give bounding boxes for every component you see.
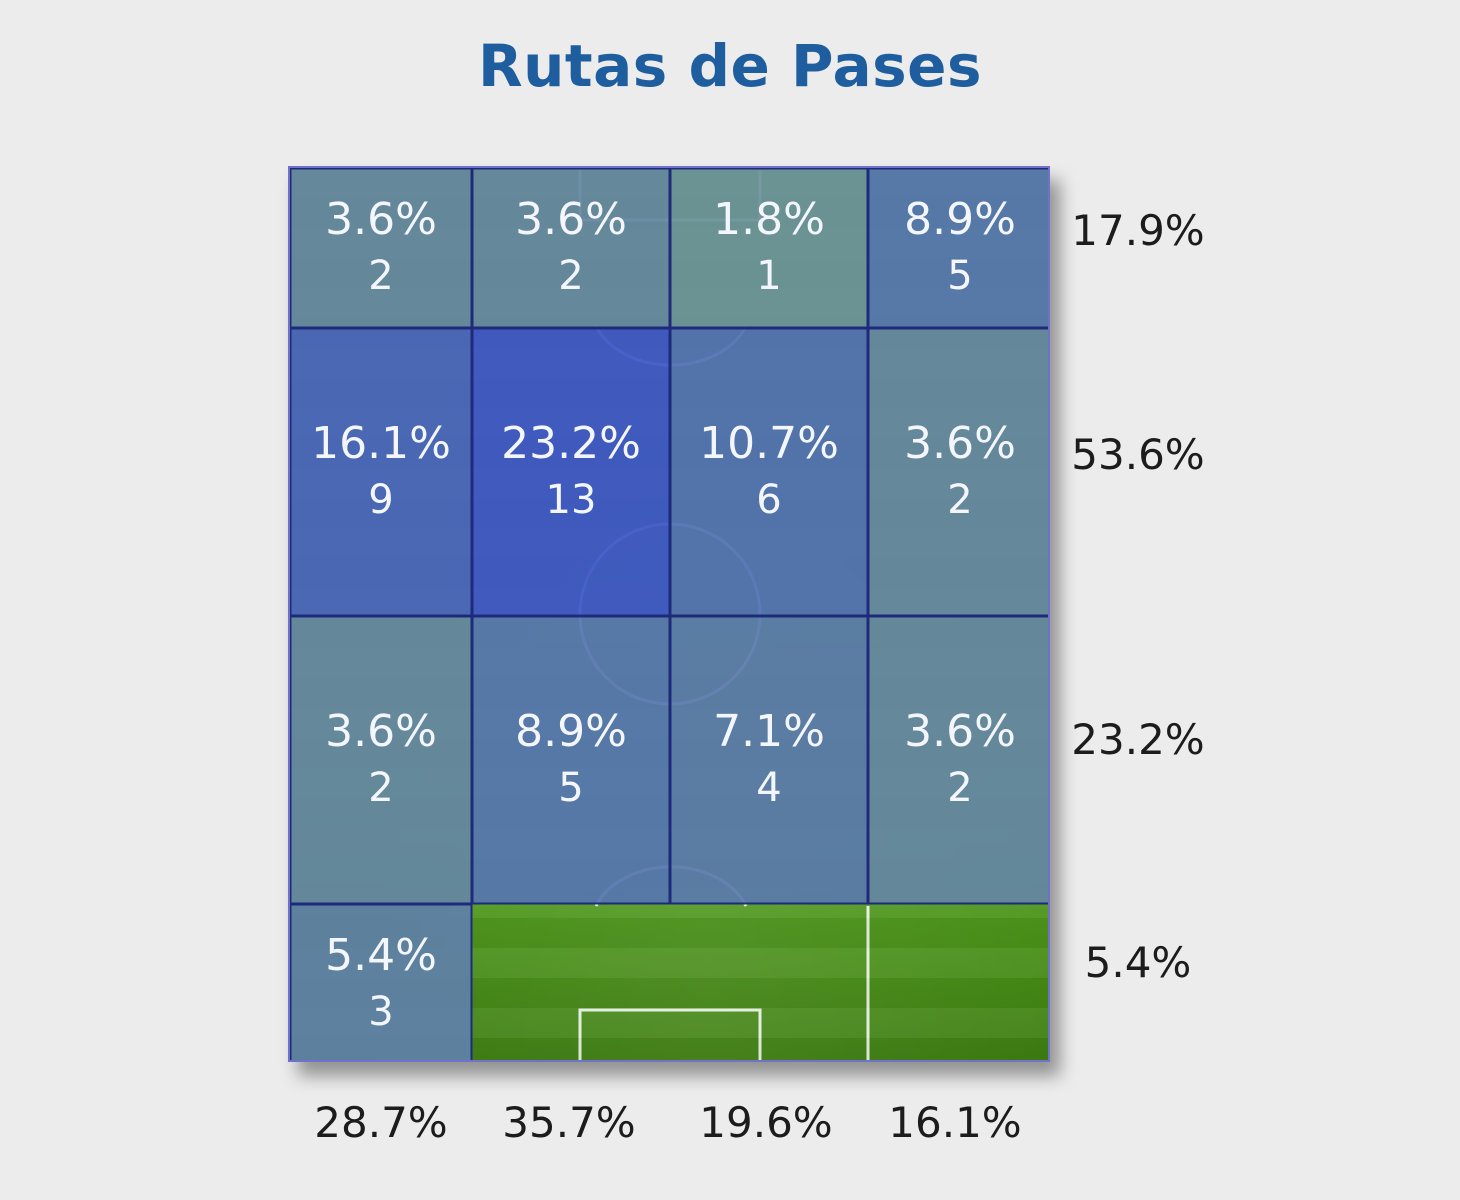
football-pitch: 3.6% 2 3.6% 2 1.8% 1 8.9% 5 16.1% 9 23.2% 13 10.7% 6 3… — [288, 166, 1050, 1062]
column-total-4: 16.1% — [888, 1098, 1022, 1147]
zone-count: 2 — [368, 253, 394, 299]
zone-r3-c1: 3.6% 2 — [290, 616, 472, 904]
zone-percent: 8.9% — [515, 706, 627, 757]
zone-r3-c4: 3.6% 2 — [868, 616, 1048, 904]
zone-r3-c2: 8.9% 5 — [472, 616, 670, 904]
zone-count: 13 — [545, 477, 597, 523]
row-total-1: 17.9% — [1071, 206, 1205, 255]
zone-count: 2 — [947, 477, 973, 523]
column-total-3: 19.6% — [699, 1098, 833, 1147]
zone-r2-c3: 10.7% 6 — [670, 328, 868, 616]
zone-count: 3 — [368, 989, 394, 1035]
row-total-2: 53.6% — [1071, 430, 1205, 479]
zone-count: 9 — [368, 477, 394, 523]
zone-count: 1 — [756, 253, 782, 299]
zone-percent: 3.6% — [325, 194, 437, 245]
zone-percent: 3.6% — [904, 706, 1016, 757]
zone-r2-c2: 23.2% 13 — [472, 328, 670, 616]
chart-title: Rutas de Pases — [477, 32, 983, 100]
zone-count: 5 — [947, 253, 973, 299]
zone-r1-c3: 1.8% 1 — [670, 168, 868, 328]
column-total-1: 28.7% — [314, 1098, 448, 1147]
zone-percent: 3.6% — [515, 194, 627, 245]
zone-count: 2 — [947, 765, 973, 811]
zone-r2-c1: 16.1% 9 — [290, 328, 472, 616]
zone-percent: 3.6% — [325, 706, 437, 757]
zone-count: 4 — [756, 765, 782, 811]
row-total-4: 5.4% — [1084, 938, 1192, 987]
zone-r1-c1: 3.6% 2 — [290, 168, 472, 328]
zone-percent: 7.1% — [713, 706, 825, 757]
zone-r1-c4: 8.9% 5 — [868, 168, 1048, 328]
zone-r2-c4: 3.6% 2 — [868, 328, 1048, 616]
zone-count: 6 — [756, 477, 782, 523]
bottom-goal-area — [578, 1008, 762, 1060]
zone-percent: 5.4% — [325, 930, 437, 981]
zone-r1-c2: 3.6% 2 — [472, 168, 670, 328]
zone-count: 5 — [558, 765, 584, 811]
zone-percent: 1.8% — [713, 194, 825, 245]
zone-count: 2 — [558, 253, 584, 299]
zone-percent: 8.9% — [904, 194, 1016, 245]
zone-percent: 10.7% — [699, 418, 839, 469]
row-total-3: 23.2% — [1071, 715, 1205, 764]
zone-r3-c3: 7.1% 4 — [670, 616, 868, 904]
zone-count: 2 — [368, 765, 394, 811]
zone-percent: 3.6% — [904, 418, 1016, 469]
column-total-2: 35.7% — [502, 1098, 636, 1147]
pitch-heatmap: 3.6% 2 3.6% 2 1.8% 1 8.9% 5 16.1% 9 23.2% 13 10.7% 6 3… — [288, 166, 1050, 1062]
zone-percent: 23.2% — [501, 418, 641, 469]
zone-r4-c1: 5.4% 3 — [290, 904, 472, 1060]
zone-percent: 16.1% — [311, 418, 451, 469]
